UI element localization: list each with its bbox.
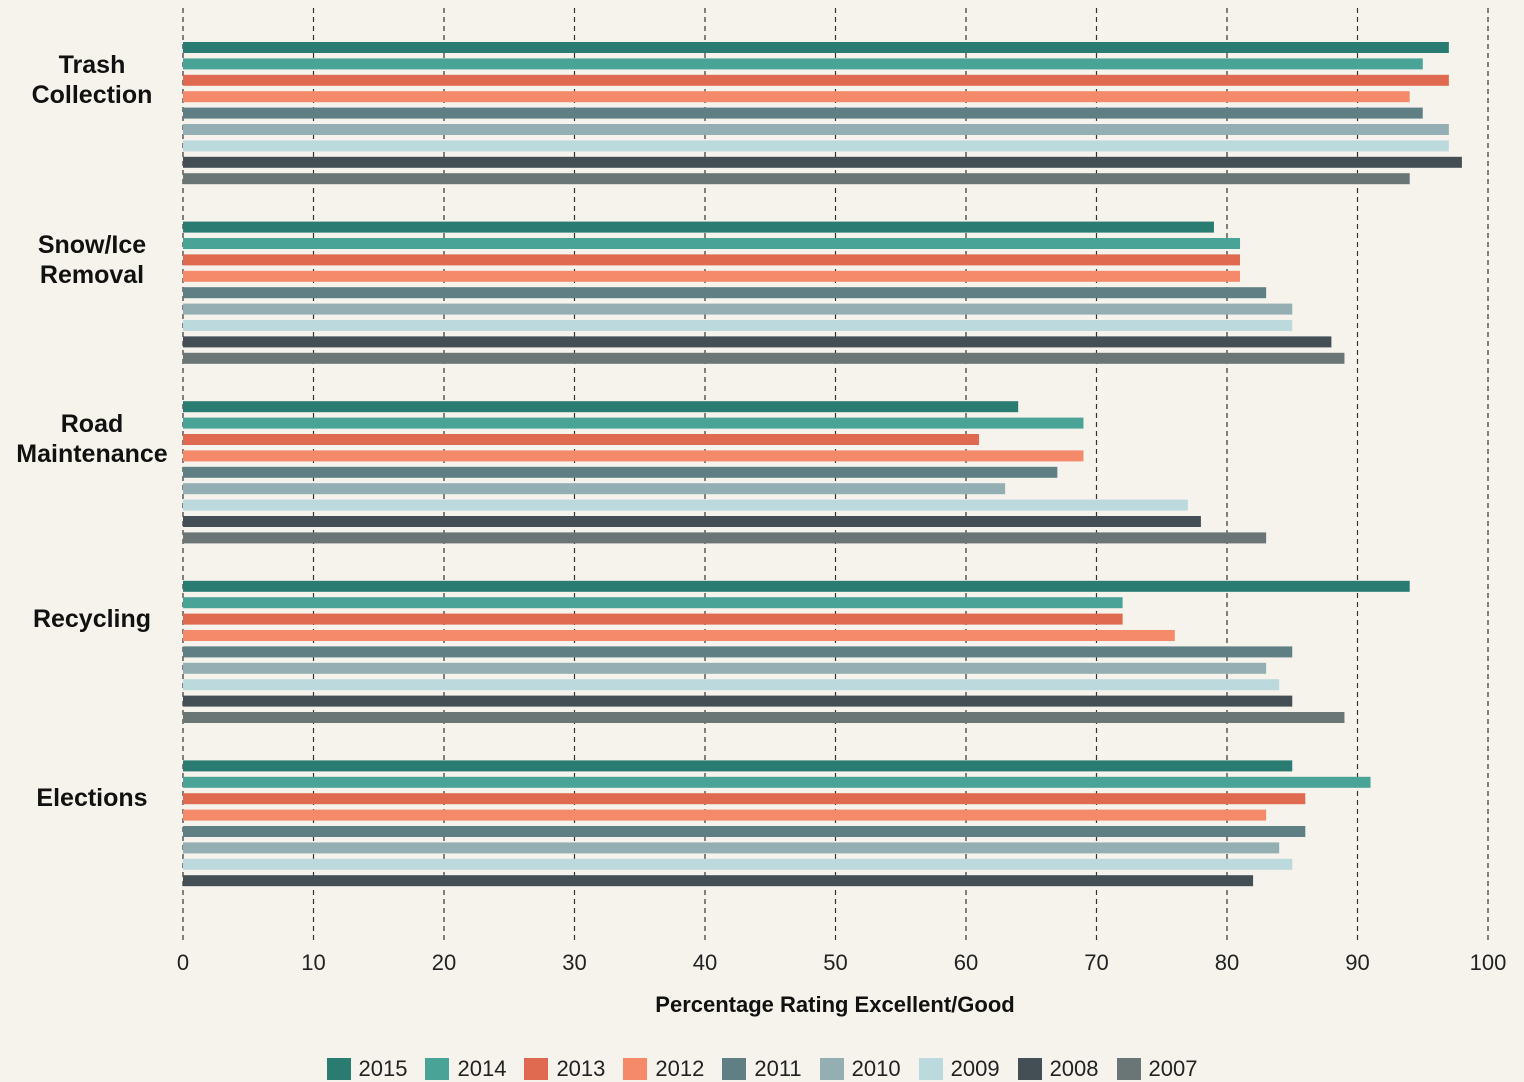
bar — [183, 124, 1449, 135]
bar — [183, 630, 1175, 641]
bar — [183, 140, 1449, 152]
legend-label: 2013 — [556, 1056, 606, 1081]
bar — [183, 417, 1084, 429]
legend-swatch — [524, 1058, 549, 1080]
legend-swatch — [1017, 1058, 1042, 1080]
bar — [183, 303, 1293, 315]
legend-item: 2015 — [326, 1056, 408, 1082]
x-tick-label: 30 — [562, 950, 586, 975]
x-tick-label: 10 — [301, 950, 325, 975]
bar — [183, 74, 1449, 86]
bar — [183, 875, 1254, 887]
bar — [183, 679, 1280, 691]
x-tick-label: 50 — [823, 950, 847, 975]
legend-item: 2007 — [1116, 1056, 1198, 1082]
legend-item: 2010 — [819, 1056, 901, 1082]
category-label: Snow/Ice Removal — [37, 230, 147, 289]
legend-swatch — [326, 1058, 351, 1080]
legend-label: 2007 — [1148, 1056, 1198, 1081]
bar — [183, 662, 1267, 674]
bar — [183, 434, 980, 445]
bar — [183, 238, 1241, 249]
bar — [183, 597, 1123, 609]
bar — [183, 516, 1201, 527]
bar — [183, 287, 1267, 299]
bar — [183, 580, 1410, 592]
x-tick-label: 80 — [1215, 950, 1239, 975]
bar — [183, 91, 1410, 103]
bar — [183, 173, 1410, 185]
bar — [183, 760, 1293, 772]
legend: 2015 2014 2013 2012 2011 2010 2009 2008 2007 — [0, 1056, 1524, 1082]
category-label: Elections — [36, 784, 148, 813]
legend-item: 2008 — [1017, 1056, 1099, 1082]
bar — [183, 58, 1423, 70]
bar — [183, 826, 1306, 837]
bar — [183, 221, 1214, 233]
bar — [183, 695, 1293, 707]
bar — [183, 613, 1123, 625]
legend-swatch — [1116, 1058, 1141, 1080]
category-label: Recycling — [32, 604, 152, 633]
bar — [183, 352, 1345, 364]
bar — [183, 401, 1019, 413]
x-tick-label: 60 — [954, 950, 978, 975]
x-tick-label: 70 — [1084, 950, 1108, 975]
bar — [183, 842, 1280, 854]
x-axis-label: Percentage Rating Excellent/Good — [655, 992, 1014, 1017]
legend-item: 2009 — [918, 1056, 1000, 1082]
legend-swatch — [623, 1058, 648, 1080]
bar — [183, 532, 1267, 544]
bar — [183, 466, 1058, 478]
legend-swatch — [425, 1058, 450, 1080]
bar — [183, 156, 1462, 168]
legend-label: 2011 — [754, 1056, 802, 1081]
plot: Percentage Rating Excellent/Good 0 10 20 30… — [177, 8, 1507, 1017]
bar — [183, 483, 1006, 495]
x-tick-label: 40 — [693, 950, 717, 975]
bar — [183, 107, 1423, 119]
legend-label: 2014 — [457, 1056, 507, 1081]
legend-item: 2012 — [623, 1056, 704, 1082]
legend-item: 2013 — [524, 1056, 605, 1082]
legend-swatch — [722, 1058, 747, 1080]
legend-label: 2008 — [1049, 1056, 1099, 1081]
bar — [183, 320, 1293, 331]
bar — [183, 712, 1345, 723]
legend-label: 2012 — [655, 1056, 705, 1081]
legend-item: 2011 — [722, 1056, 802, 1082]
bar — [183, 42, 1449, 53]
legend-label: 2010 — [851, 1056, 901, 1081]
legend-label: 2009 — [950, 1056, 1000, 1081]
bar — [183, 254, 1241, 266]
bar — [183, 776, 1371, 788]
legend-label: 2015 — [358, 1056, 408, 1081]
x-tick-label: 20 — [432, 950, 456, 975]
x-tick-label: 90 — [1345, 950, 1369, 975]
bar — [183, 336, 1332, 348]
bar — [183, 809, 1267, 821]
legend-swatch — [819, 1058, 844, 1080]
x-tick-label: 100 — [1470, 950, 1507, 975]
bar — [183, 793, 1306, 805]
bar — [183, 499, 1188, 511]
bar — [183, 270, 1241, 282]
bar — [183, 450, 1084, 462]
category-label: Road Maintenance — [16, 410, 168, 469]
bar — [183, 646, 1293, 658]
legend-swatch — [918, 1058, 943, 1080]
x-tick-label: 0 — [177, 950, 189, 975]
bar — [183, 858, 1293, 870]
legend-item: 2014 — [425, 1056, 506, 1082]
category-label: Trash Collection — [31, 51, 153, 109]
